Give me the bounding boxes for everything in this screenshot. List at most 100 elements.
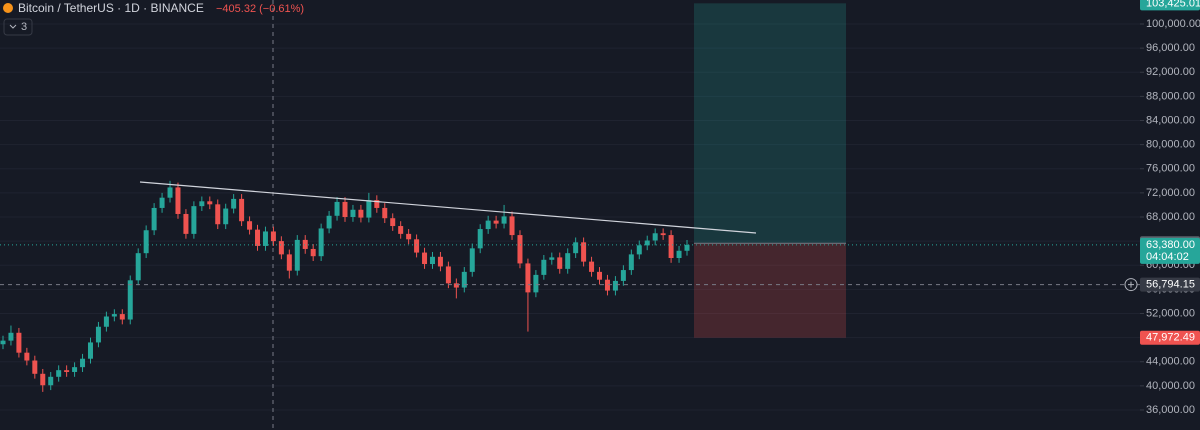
candle-body [628, 254, 634, 271]
candle-body [159, 197, 165, 208]
candle-body [676, 250, 682, 258]
candle-body [668, 235, 674, 258]
y-tick-label: 100,000.00 [1146, 18, 1200, 30]
candle-body [80, 358, 86, 368]
candle-body [565, 253, 571, 269]
price-label-box [1140, 277, 1200, 292]
candle-body [135, 253, 141, 281]
candle-body [644, 240, 650, 246]
candle-body [541, 259, 547, 275]
candle-body [278, 241, 284, 255]
candle-body [612, 280, 618, 291]
candle-body [262, 231, 268, 246]
candle-body [127, 280, 133, 320]
candle-body [318, 228, 324, 257]
candle-body [8, 332, 14, 341]
candle-body [143, 230, 149, 254]
candle-body [501, 216, 507, 224]
candle-body [175, 187, 181, 214]
y-tick-label: 44,000.00 [1146, 356, 1195, 368]
candle-body [294, 239, 300, 271]
candle-body [684, 244, 690, 251]
y-tick-label: 84,000.00 [1146, 114, 1195, 126]
y-tick-label: 72,000.00 [1146, 187, 1195, 199]
candle-body [223, 208, 229, 225]
candle-body [334, 201, 340, 216]
candle-body [589, 261, 595, 272]
price-label-box [1140, 0, 1200, 11]
y-tick-label: 80,000.00 [1146, 139, 1195, 151]
candle-body [207, 201, 213, 205]
y-tick-label: 52,000.00 [1146, 307, 1195, 319]
candle-body [48, 376, 54, 386]
candle-body [406, 233, 412, 240]
candle-body [422, 252, 428, 265]
candle-body [557, 257, 563, 269]
candle-body [239, 198, 245, 222]
candle-body [16, 332, 22, 353]
indicators-toggle[interactable] [3, 18, 33, 36]
candle-body [151, 207, 157, 231]
candle-body [310, 248, 316, 257]
candle-body [40, 373, 46, 386]
candle-body [215, 204, 221, 225]
candle-body [255, 229, 261, 246]
price-axis-labels: 36,000.0040,000.0044,000.0048,000.0052,0… [1140, 18, 1200, 416]
chevron-icon [9, 24, 17, 29]
candle-body [517, 235, 523, 264]
candle-body [525, 263, 531, 293]
candle-body [533, 274, 539, 293]
candle-body [103, 316, 109, 327]
y-tick-label: 36,000.00 [1146, 404, 1195, 416]
price-change: −405.32 (−0.61%) [216, 3, 304, 15]
plus-icon [1128, 281, 1134, 288]
candle-body [652, 233, 658, 241]
candle-body [437, 256, 443, 267]
candle-body [350, 209, 356, 217]
candle-body [485, 220, 491, 230]
price-label: 47,972.49 [1146, 332, 1195, 344]
candle-body [398, 226, 404, 234]
y-tick-label: 88,000.00 [1146, 90, 1195, 102]
candle-body [286, 254, 292, 271]
y-tick-label: 76,000.00 [1146, 163, 1195, 175]
candle-body [358, 209, 364, 218]
candle-body [604, 279, 610, 291]
candle-body [477, 229, 483, 249]
coin-icon [3, 3, 13, 13]
trendline[interactable] [139, 181, 757, 234]
candle-body [95, 326, 101, 343]
candle-body [32, 360, 38, 374]
candle-body [374, 200, 380, 208]
candle-body [302, 239, 308, 249]
symbol-title: Bitcoin / TetherUS · 1D · BINANCE [18, 1, 204, 15]
candle-body [191, 206, 197, 234]
candle-body [414, 239, 420, 253]
candle-body [429, 256, 435, 265]
candle-body [469, 248, 475, 272]
candle-body [453, 283, 459, 288]
candle-body [0, 340, 6, 345]
candle-body [119, 314, 125, 320]
price-label: 56,794.15 [1146, 278, 1195, 290]
candle-body [620, 270, 626, 281]
price-label-box [1140, 237, 1200, 264]
y-tick-label: 40,000.00 [1146, 380, 1195, 392]
grid [0, 23, 1140, 411]
candle-body [597, 271, 603, 280]
candle-body [461, 271, 467, 288]
candle-body [24, 352, 30, 361]
candle-body [342, 201, 348, 217]
candle-body [573, 242, 579, 254]
candle-body [660, 233, 666, 236]
candle-body [493, 220, 499, 224]
y-tick-label: 96,000.00 [1146, 42, 1195, 54]
candle-body [64, 370, 70, 372]
y-tick-label: 92,000.00 [1146, 66, 1195, 78]
candle-body [87, 342, 93, 359]
candle-body [167, 187, 173, 198]
candle-body [581, 242, 587, 262]
plot [0, 3, 1140, 392]
loss-zone [694, 243, 846, 338]
